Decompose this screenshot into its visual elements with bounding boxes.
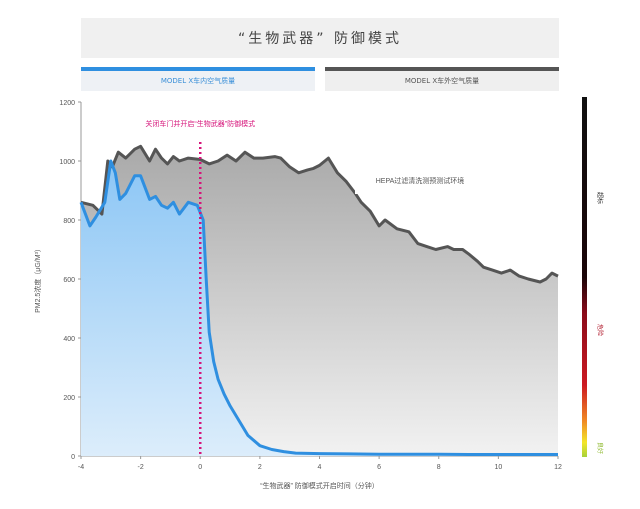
x-tick-label: 2 [258,464,262,471]
x-tick-label: 0 [198,464,202,471]
door-close-annotation: 关闭车门并开启“生物武器”防御模式 [145,119,255,128]
legend-inside: MODEL X车内空气质量 [81,67,315,91]
x-tick-label: 12 [554,464,562,471]
hepa-callout: HEPA过滤清洗测预测试环境 [355,166,485,199]
chart-title-box: “生物武器” 防御模式 [81,18,559,58]
x-tick-label: 6 [377,464,381,471]
y-tick-label: 600 [63,277,75,284]
x-tick-label: 10 [494,464,502,471]
y-tick-label: 800 [63,218,75,225]
x-tick-label: -2 [138,464,144,471]
y-tick-label: 0 [71,454,75,461]
legend-outside: MODEL X车外空气质量 [325,67,559,91]
legend-outside-label: MODEL X车外空气质量 [404,77,480,85]
outside-series-line [80,144,559,284]
hepa-annotation: HEPA过滤清洗测预测试环境 [376,176,465,185]
aqi-scale: 超标 危险 良好 [582,97,604,457]
x-tick-label: 8 [437,464,441,471]
y-tick-label: 1000 [59,159,75,166]
x-axis-title: “生物武器” 防御模式开启时间（分钟） [260,481,379,490]
y-axis-title: PM2.5浓度（μG/M³） [33,245,42,313]
legend-inside-label: MODEL X车内空气质量 [160,77,236,85]
chart-title: “生物武器” 防御模式 [238,31,402,47]
aqi-mid-label: 危险 [596,324,604,336]
y-tick-label: 1200 [59,100,75,107]
y-tick-label: 400 [63,336,75,343]
aqi-bottom-label: 良好 [596,442,604,454]
inside-series-line [79,159,558,456]
x-tick-label: -4 [78,464,84,471]
x-tick-label: 4 [318,464,322,471]
y-tick-label: 200 [63,395,75,402]
aqi-top-label: 超标 [596,192,604,204]
